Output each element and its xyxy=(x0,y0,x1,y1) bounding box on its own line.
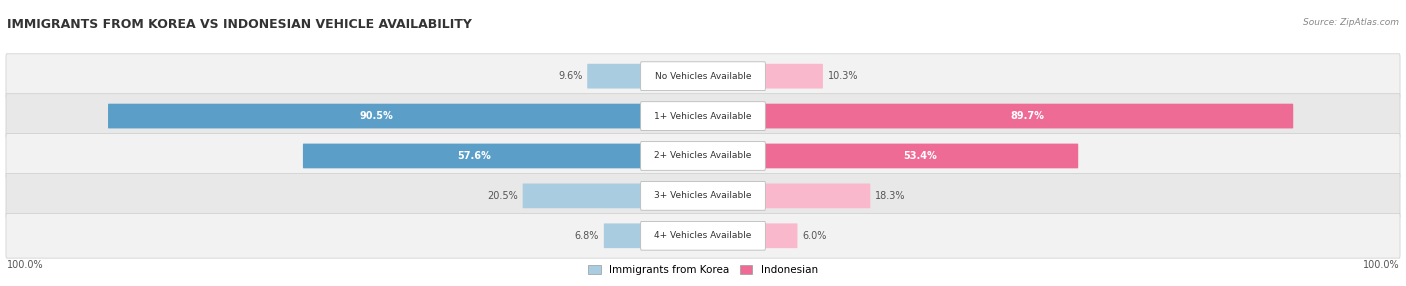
Text: 100.0%: 100.0% xyxy=(7,259,44,269)
FancyBboxPatch shape xyxy=(761,104,1294,128)
Text: 57.6%: 57.6% xyxy=(457,151,491,161)
Text: 10.3%: 10.3% xyxy=(828,71,858,81)
FancyBboxPatch shape xyxy=(108,104,645,128)
FancyBboxPatch shape xyxy=(761,184,870,208)
FancyBboxPatch shape xyxy=(641,221,765,250)
Text: 100.0%: 100.0% xyxy=(1362,259,1399,269)
Text: 90.5%: 90.5% xyxy=(360,111,394,121)
Text: No Vehicles Available: No Vehicles Available xyxy=(655,72,751,81)
FancyBboxPatch shape xyxy=(761,223,797,248)
FancyBboxPatch shape xyxy=(641,182,765,210)
Text: 2+ Vehicles Available: 2+ Vehicles Available xyxy=(654,152,752,160)
Text: 3+ Vehicles Available: 3+ Vehicles Available xyxy=(654,191,752,200)
FancyBboxPatch shape xyxy=(641,142,765,170)
Text: 1+ Vehicles Available: 1+ Vehicles Available xyxy=(654,112,752,121)
FancyBboxPatch shape xyxy=(6,134,1400,178)
FancyBboxPatch shape xyxy=(6,213,1400,258)
FancyBboxPatch shape xyxy=(603,223,645,248)
FancyBboxPatch shape xyxy=(6,94,1400,138)
Text: 6.8%: 6.8% xyxy=(575,231,599,241)
FancyBboxPatch shape xyxy=(523,184,645,208)
FancyBboxPatch shape xyxy=(6,54,1400,98)
Text: 89.7%: 89.7% xyxy=(1011,111,1045,121)
FancyBboxPatch shape xyxy=(588,64,645,89)
Legend: Immigrants from Korea, Indonesian: Immigrants from Korea, Indonesian xyxy=(583,261,823,279)
Text: 6.0%: 6.0% xyxy=(803,231,827,241)
FancyBboxPatch shape xyxy=(641,62,765,91)
Text: IMMIGRANTS FROM KOREA VS INDONESIAN VEHICLE AVAILABILITY: IMMIGRANTS FROM KOREA VS INDONESIAN VEHI… xyxy=(7,18,471,31)
Text: 18.3%: 18.3% xyxy=(875,191,905,201)
FancyBboxPatch shape xyxy=(761,64,823,89)
Text: 9.6%: 9.6% xyxy=(558,71,582,81)
FancyBboxPatch shape xyxy=(761,144,1078,168)
Text: 4+ Vehicles Available: 4+ Vehicles Available xyxy=(654,231,752,240)
Text: 53.4%: 53.4% xyxy=(903,151,936,161)
FancyBboxPatch shape xyxy=(641,102,765,130)
Text: Source: ZipAtlas.com: Source: ZipAtlas.com xyxy=(1303,18,1399,27)
FancyBboxPatch shape xyxy=(6,174,1400,218)
FancyBboxPatch shape xyxy=(302,144,645,168)
Text: 20.5%: 20.5% xyxy=(486,191,517,201)
